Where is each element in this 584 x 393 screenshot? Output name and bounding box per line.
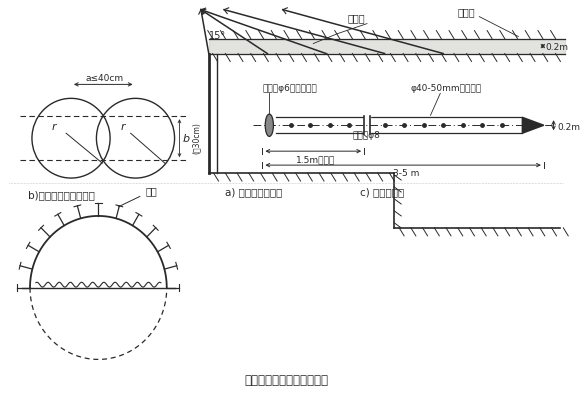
Text: r: r	[121, 122, 126, 132]
Text: 15°: 15°	[208, 31, 226, 40]
Text: a≤40cm: a≤40cm	[86, 74, 124, 83]
Polygon shape	[522, 117, 544, 133]
Text: 管箕（φ6钉筋加焊）: 管箕（φ6钉筋加焊）	[262, 84, 317, 94]
Text: 钒孔: 钒孔	[119, 186, 157, 207]
Text: b: b	[182, 134, 189, 144]
Text: 超前小导管注浆预加固围岩: 超前小导管注浆预加固围岩	[244, 375, 328, 387]
Text: 小导管: 小导管	[347, 14, 365, 24]
Text: 出浆孔φ8: 出浆孔φ8	[352, 131, 380, 140]
Text: 0.2m: 0.2m	[546, 43, 569, 52]
Text: a) 超前小导管布置: a) 超前小导管布置	[225, 187, 283, 197]
Text: 1.5m不钒孔: 1.5m不钒孔	[296, 155, 335, 164]
Text: 钉支撑: 钉支撑	[458, 7, 475, 18]
Text: b)注浆半径及孔距选择: b)注浆半径及孔距选择	[28, 190, 95, 200]
Text: (至30cm): (至30cm)	[192, 122, 201, 154]
Text: 3-5 m: 3-5 m	[394, 169, 420, 178]
Text: r: r	[51, 122, 56, 132]
Ellipse shape	[265, 114, 273, 136]
Text: φ40-50mm有缝钉管: φ40-50mm有缝钉管	[411, 84, 482, 94]
Text: 0.2m: 0.2m	[558, 123, 580, 132]
Text: c) 小导管全图: c) 小导管全图	[360, 187, 404, 197]
